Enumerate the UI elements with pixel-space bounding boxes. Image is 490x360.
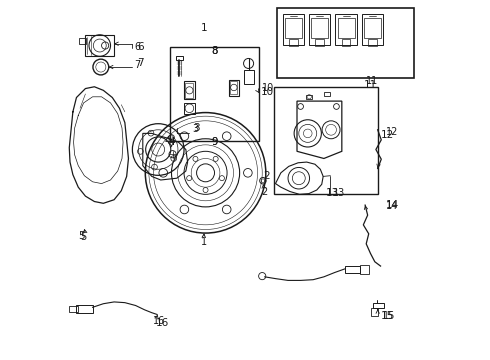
Bar	[170, 47, 259, 140]
Text: 10: 10	[262, 83, 274, 93]
Text: 11: 11	[364, 80, 377, 90]
Text: 14: 14	[386, 200, 399, 210]
Text: 7: 7	[137, 58, 144, 68]
Bar	[306, 95, 313, 99]
Bar	[176, 56, 183, 60]
Text: 12: 12	[381, 130, 394, 140]
Bar	[344, 266, 360, 273]
Bar	[184, 103, 195, 114]
Text: 5: 5	[80, 232, 86, 242]
Text: 15: 15	[381, 311, 394, 321]
Bar	[283, 14, 304, 45]
Text: 10: 10	[261, 87, 274, 97]
Text: 4: 4	[168, 138, 175, 147]
Bar	[324, 92, 330, 96]
Bar	[79, 39, 86, 44]
Text: 4: 4	[165, 136, 171, 146]
Bar	[342, 40, 350, 46]
Bar	[373, 303, 384, 308]
Text: 3: 3	[193, 123, 199, 133]
Bar	[229, 80, 239, 96]
Bar	[289, 40, 298, 46]
Bar	[186, 83, 194, 98]
Text: 3: 3	[192, 124, 198, 134]
Text: 5: 5	[78, 231, 85, 240]
Text: 1: 1	[201, 237, 207, 247]
Text: 6: 6	[135, 42, 141, 52]
Bar	[245, 69, 254, 84]
Text: 12: 12	[386, 127, 398, 136]
Bar	[368, 40, 377, 46]
Text: 16: 16	[156, 319, 169, 328]
Bar	[364, 18, 381, 38]
Text: 13: 13	[333, 188, 345, 198]
Text: 8: 8	[212, 46, 218, 56]
Text: 2: 2	[261, 187, 267, 197]
Bar	[85, 35, 114, 56]
Bar	[371, 308, 378, 316]
Bar	[274, 87, 378, 194]
Text: 13: 13	[326, 188, 339, 198]
Bar	[277, 8, 414, 78]
Text: 2: 2	[263, 171, 270, 181]
Bar	[360, 265, 368, 274]
Text: 9: 9	[211, 138, 218, 147]
Text: 7: 7	[135, 59, 141, 69]
Text: 6: 6	[137, 42, 144, 52]
Bar	[69, 306, 77, 312]
Text: 11: 11	[366, 76, 378, 86]
Bar	[285, 18, 302, 38]
Text: 8: 8	[211, 46, 218, 56]
Bar	[335, 14, 357, 45]
Bar	[315, 40, 324, 46]
Bar	[76, 305, 93, 313]
Text: 9: 9	[212, 138, 218, 147]
Bar	[311, 18, 328, 38]
Text: 16: 16	[153, 316, 165, 326]
Bar	[309, 14, 330, 45]
Bar	[184, 81, 195, 99]
Text: 1: 1	[200, 23, 207, 33]
Bar	[230, 81, 238, 94]
Bar	[362, 14, 383, 45]
Bar	[338, 18, 355, 38]
Text: 14: 14	[386, 201, 398, 211]
Text: 15: 15	[383, 311, 395, 320]
